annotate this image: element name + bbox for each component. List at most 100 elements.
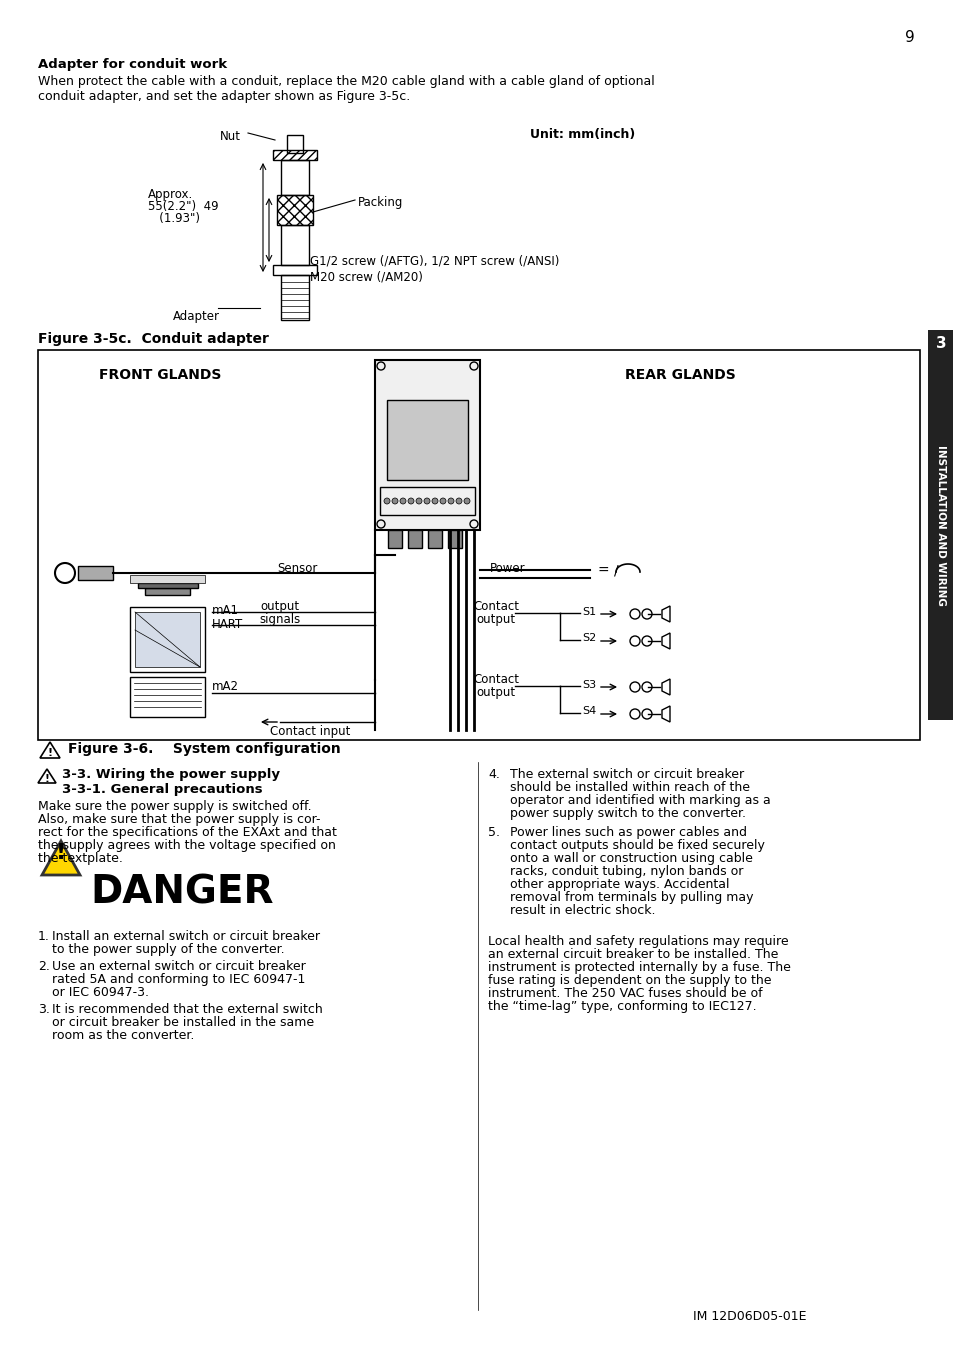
Text: Contact: Contact bbox=[473, 673, 518, 686]
Circle shape bbox=[448, 498, 454, 504]
Polygon shape bbox=[40, 742, 60, 758]
Text: Figure 3-5c.  Conduit adapter: Figure 3-5c. Conduit adapter bbox=[38, 332, 269, 347]
Bar bbox=[130, 677, 205, 718]
Text: HART: HART bbox=[212, 617, 243, 631]
Bar bbox=[428, 529, 441, 548]
Text: Contact: Contact bbox=[473, 600, 518, 613]
Text: 9: 9 bbox=[904, 30, 914, 45]
Circle shape bbox=[439, 498, 446, 504]
Text: Figure 3-6.    System configuration: Figure 3-6. System configuration bbox=[68, 742, 340, 756]
Text: onto a wall or construction using cable: onto a wall or construction using cable bbox=[510, 852, 752, 865]
Bar bbox=[375, 360, 479, 529]
Bar bbox=[38, 349, 919, 741]
Text: or IEC 60947-3.: or IEC 60947-3. bbox=[52, 986, 149, 999]
Text: 3.: 3. bbox=[38, 1003, 50, 1016]
Text: INSTALLATION AND WIRING: INSTALLATION AND WIRING bbox=[935, 444, 945, 605]
Bar bbox=[145, 588, 190, 594]
Text: 3-3. Wiring the power supply: 3-3. Wiring the power supply bbox=[62, 768, 280, 781]
Text: fuse rating is dependent on the supply to the: fuse rating is dependent on the supply t… bbox=[488, 974, 771, 987]
Text: !: ! bbox=[45, 774, 50, 784]
Text: the “time-lag” type, conforming to IEC127.: the “time-lag” type, conforming to IEC12… bbox=[488, 1001, 756, 1013]
Text: rect for the specifications of the EXAxt and that: rect for the specifications of the EXAxt… bbox=[38, 826, 336, 839]
Text: Local health and safety regulations may require: Local health and safety regulations may … bbox=[488, 936, 788, 948]
Text: G1/2 screw (/AFTG), 1/2 NPT screw (/ANSI): G1/2 screw (/AFTG), 1/2 NPT screw (/ANSI… bbox=[310, 255, 558, 268]
Text: Adapter for conduit work: Adapter for conduit work bbox=[38, 58, 227, 70]
Text: The external switch or circuit breaker: The external switch or circuit breaker bbox=[510, 768, 743, 781]
Text: Approx.: Approx. bbox=[148, 188, 193, 200]
Text: Power: Power bbox=[490, 562, 525, 575]
Circle shape bbox=[384, 498, 390, 504]
Text: Use an external switch or circuit breaker: Use an external switch or circuit breake… bbox=[52, 960, 305, 974]
Text: Power lines such as power cables and: Power lines such as power cables and bbox=[510, 826, 746, 839]
Bar bbox=[281, 160, 309, 195]
Circle shape bbox=[432, 498, 437, 504]
Bar bbox=[273, 265, 316, 275]
Text: Unit: mm(inch): Unit: mm(inch) bbox=[530, 129, 635, 141]
Circle shape bbox=[416, 498, 421, 504]
Circle shape bbox=[408, 498, 414, 504]
Text: removal from terminals by pulling may: removal from terminals by pulling may bbox=[510, 891, 753, 904]
Text: should be installed within reach of the: should be installed within reach of the bbox=[510, 781, 749, 793]
Text: 4.: 4. bbox=[488, 768, 499, 781]
Text: Packing: Packing bbox=[357, 196, 403, 209]
Text: output: output bbox=[476, 613, 515, 626]
Text: 55(2.2")  49: 55(2.2") 49 bbox=[148, 200, 218, 213]
Text: When protect the cable with a conduit, replace the M20 cable gland with a cable : When protect the cable with a conduit, r… bbox=[38, 74, 654, 88]
Text: S1: S1 bbox=[581, 607, 596, 617]
Text: mA1: mA1 bbox=[212, 604, 239, 617]
Text: Also, make sure that the power supply is cor-: Also, make sure that the power supply is… bbox=[38, 812, 320, 826]
Text: an external circuit breaker to be installed. The: an external circuit breaker to be instal… bbox=[488, 948, 778, 961]
Bar bbox=[276, 195, 313, 225]
Text: REAR GLANDS: REAR GLANDS bbox=[624, 368, 735, 382]
Text: 2.: 2. bbox=[38, 960, 50, 974]
Text: output: output bbox=[476, 686, 515, 699]
Circle shape bbox=[55, 563, 75, 584]
Text: =: = bbox=[598, 565, 609, 578]
Text: It is recommended that the external switch: It is recommended that the external swit… bbox=[52, 1003, 322, 1016]
Text: Contact input: Contact input bbox=[270, 724, 350, 738]
Circle shape bbox=[456, 498, 461, 504]
Bar bbox=[130, 575, 205, 584]
Text: mA2: mA2 bbox=[212, 680, 239, 693]
Text: output: output bbox=[260, 600, 299, 613]
Circle shape bbox=[463, 498, 470, 504]
Bar bbox=[387, 399, 468, 481]
Text: conduit adapter, and set the adapter shown as Figure 3-5c.: conduit adapter, and set the adapter sho… bbox=[38, 89, 410, 103]
Bar bbox=[448, 529, 461, 548]
Text: room as the converter.: room as the converter. bbox=[52, 1029, 194, 1043]
Bar bbox=[135, 612, 200, 668]
Text: FRONT GLANDS: FRONT GLANDS bbox=[99, 368, 221, 382]
Text: (1.93"): (1.93") bbox=[148, 213, 200, 225]
Circle shape bbox=[399, 498, 406, 504]
Bar bbox=[927, 330, 953, 356]
Text: IM 12D06D05-01E: IM 12D06D05-01E bbox=[693, 1311, 806, 1323]
Circle shape bbox=[423, 498, 430, 504]
Text: the textplate.: the textplate. bbox=[38, 852, 123, 865]
Text: /: / bbox=[614, 565, 618, 578]
Text: 3-3-1. General precautions: 3-3-1. General precautions bbox=[62, 783, 262, 796]
Text: result in electric shock.: result in electric shock. bbox=[510, 904, 655, 917]
Text: instrument is protected internally by a fuse. The: instrument is protected internally by a … bbox=[488, 961, 790, 974]
Circle shape bbox=[392, 498, 397, 504]
Bar bbox=[78, 566, 112, 580]
Text: power supply switch to the converter.: power supply switch to the converter. bbox=[510, 807, 745, 821]
Text: 3: 3 bbox=[935, 336, 945, 351]
Bar bbox=[273, 150, 316, 160]
Text: S4: S4 bbox=[581, 705, 596, 716]
Polygon shape bbox=[38, 769, 56, 783]
Bar bbox=[281, 225, 309, 265]
Text: contact outputs should be fixed securely: contact outputs should be fixed securely bbox=[510, 839, 764, 852]
Bar bbox=[927, 330, 953, 720]
Bar bbox=[287, 135, 303, 153]
Text: instrument. The 250 VAC fuses should be of: instrument. The 250 VAC fuses should be … bbox=[488, 987, 761, 1001]
Text: signals: signals bbox=[259, 613, 300, 626]
Text: !: ! bbox=[48, 747, 52, 758]
Text: Adapter: Adapter bbox=[172, 310, 220, 324]
Text: 5.: 5. bbox=[488, 826, 499, 839]
Text: or circuit breaker be installed in the same: or circuit breaker be installed in the s… bbox=[52, 1016, 314, 1029]
Text: Install an external switch or circuit breaker: Install an external switch or circuit br… bbox=[52, 930, 319, 942]
Text: M20 screw (/AM20): M20 screw (/AM20) bbox=[310, 269, 422, 283]
Bar bbox=[273, 150, 316, 160]
Text: S3: S3 bbox=[581, 680, 596, 691]
Bar bbox=[130, 607, 205, 672]
